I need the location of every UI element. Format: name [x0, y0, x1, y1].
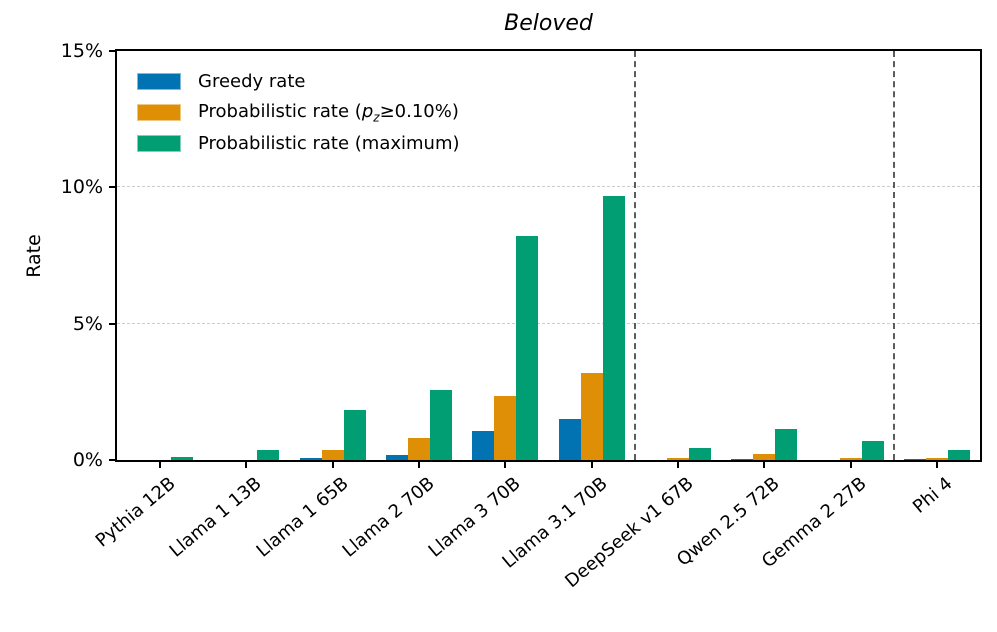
bar-probabilistic-rate-max-gemma-2-27b	[861, 440, 884, 460]
x-tick-llama-1-13b	[245, 462, 248, 468]
y-axis-label: Rate	[23, 234, 45, 278]
bar-probabilistic-rate-pz-llama-3-70b	[494, 395, 517, 460]
x-tick-pythia-12b	[159, 462, 162, 468]
bar-probabilistic-rate-pz-phi-4	[925, 457, 948, 460]
x-tick-llama-3-1-70b	[590, 462, 593, 468]
y-tick-label-5pct: 5%	[72, 312, 103, 335]
x-tick-label-pythia-12b: Pythia 12B	[91, 473, 180, 552]
y-tick-label-15pct: 15%	[60, 40, 103, 62]
x-tick-label-llama-1-13b: Llama 1 13B	[166, 473, 266, 562]
bar-greedy-rate-llama-3-1-70b	[558, 419, 581, 460]
axis-spine-bottom	[115, 460, 982, 462]
axis-spine-top	[115, 49, 982, 51]
bar-probabilistic-rate-max-llama-2-70b	[430, 390, 453, 460]
y-tick-5pct	[109, 322, 115, 325]
x-tick-label-llama-2-70b: Llama 2 70B	[338, 473, 439, 562]
axis-spine-left	[115, 49, 117, 462]
chart-title: Beloved	[504, 11, 593, 36]
bar-probabilistic-rate-pz-gemma-2-27b	[839, 457, 862, 460]
legend-swatch-greedy-rate-icon	[137, 73, 181, 90]
bar-probabilistic-rate-pz-llama-2-70b	[408, 438, 431, 460]
legend-swatch-probabilistic-rate-threshold-icon	[137, 104, 181, 121]
bar-probabilistic-rate-max-llama-3-70b	[516, 236, 539, 460]
y-tick-0pct	[109, 459, 115, 461]
x-tick-deepseek-v1-67b	[676, 462, 679, 468]
model-group-separator	[633, 51, 636, 460]
legend-swatch-probabilistic-rate-maximum-icon	[137, 135, 181, 152]
legend-item-probabilistic-rate-maximum: Probabilistic rate (maximum)	[137, 128, 460, 159]
bar-probabilistic-rate-max-llama-1-65b	[343, 409, 366, 460]
bar-probabilistic-rate-max-qwen-2-5-72b	[775, 428, 798, 460]
x-tick-llama-1-65b	[331, 462, 334, 468]
y-tick-label-10pct: 10%	[60, 176, 103, 199]
x-tick-label-phi-4: Phi 4	[908, 473, 957, 518]
bar-greedy-rate-llama-2-70b	[386, 454, 409, 460]
bar-probabilistic-rate-pz-llama-1-65b	[321, 449, 344, 460]
axis-spine-right	[980, 49, 982, 462]
bar-probabilistic-rate-max-pythia-12b	[171, 457, 194, 460]
model-group-separator	[892, 51, 895, 460]
bar-probabilistic-rate-max-deepseek-v1-67b	[688, 447, 711, 460]
bar-probabilistic-rate-pz-deepseek-v1-67b	[666, 458, 689, 460]
x-tick-phi-4	[935, 462, 938, 468]
x-tick-llama-2-70b	[418, 462, 421, 468]
legend-item-probabilistic-rate-threshold: Probabilistic rate (pz≥0.10%)	[137, 97, 460, 128]
x-tick-label-llama-1-65b: Llama 1 65B	[252, 473, 353, 562]
bar-probabilistic-rate-max-phi-4	[947, 450, 970, 460]
legend-label-probabilistic-rate-maximum: Probabilistic rate (maximum)	[198, 133, 460, 154]
gridline-10pct	[117, 186, 980, 188]
chart-legend: Greedy rate Probabilistic rate (pz≥0.10%…	[137, 66, 460, 159]
bar-greedy-rate-qwen-2-5-72b	[731, 458, 754, 460]
bar-greedy-rate-llama-1-65b	[299, 457, 322, 460]
bar-greedy-rate-llama-3-70b	[472, 431, 495, 460]
x-tick-qwen-2-5-72b	[763, 462, 766, 468]
legend-item-greedy-rate: Greedy rate	[137, 66, 460, 97]
gridline-5pct	[117, 322, 980, 324]
y-tick-10pct	[109, 186, 115, 189]
x-tick-gemma-2-27b	[849, 462, 852, 468]
x-tick-llama-3-70b	[504, 462, 507, 468]
bar-probabilistic-rate-pz-llama-3-1-70b	[580, 372, 603, 460]
bar-probabilistic-rate-max-llama-3-1-70b	[602, 195, 625, 460]
y-tick-15pct	[109, 50, 115, 52]
bar-probabilistic-rate-max-llama-1-13b	[257, 450, 280, 460]
bar-greedy-rate-phi-4	[903, 458, 926, 460]
legend-label-probabilistic-rate-threshold: Probabilistic rate (pz≥0.10%)	[198, 100, 459, 125]
y-tick-label-0pct: 0%	[72, 449, 103, 471]
bar-probabilistic-rate-pz-qwen-2-5-72b	[753, 454, 776, 460]
legend-label-greedy-rate: Greedy rate	[198, 71, 306, 92]
